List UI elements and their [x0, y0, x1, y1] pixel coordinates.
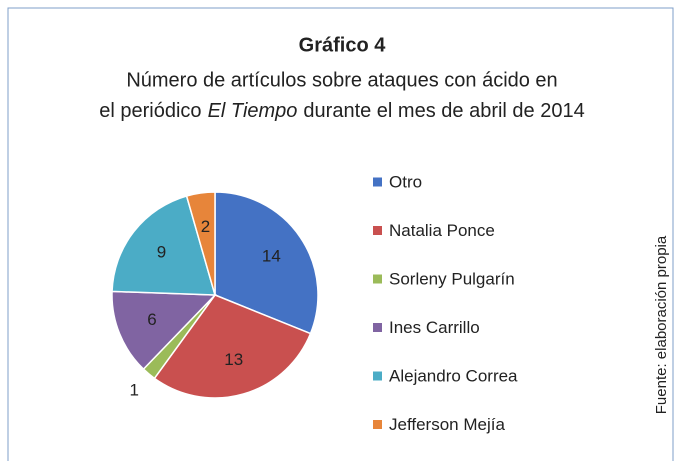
subtitle-part: el periódico — [99, 100, 201, 122]
chart-subtitle: Número de artículos sobre ataques con ác… — [126, 69, 557, 91]
pie-slice — [111, 290, 217, 371]
legend-label: Ines Carrillo — [389, 318, 480, 337]
data-label: 13 — [224, 350, 243, 369]
data-label: 14 — [262, 246, 281, 265]
legend-swatch — [373, 226, 382, 235]
source-note: Fuente: elaboración propia — [653, 235, 670, 414]
data-label: 2 — [201, 217, 210, 236]
data-label: 6 — [147, 310, 156, 329]
legend-label: Natalia Ponce — [389, 221, 495, 240]
data-label: 1 — [129, 381, 138, 400]
legend-label: Alejandro Correa — [389, 366, 518, 385]
data-label: 9 — [157, 243, 166, 262]
chart-frame — [7, 7, 674, 461]
legend-swatch — [373, 323, 382, 332]
legend-label: Otro — [389, 172, 422, 191]
pie-slice — [214, 191, 319, 335]
pie-slice — [153, 294, 312, 399]
pie-slice — [111, 195, 217, 296]
legend-swatch — [373, 274, 382, 284]
chart-title: Gráfico 4 — [299, 34, 387, 56]
subtitle-part: El Tiempo — [208, 100, 298, 122]
chart-subtitle: el periódico El Tiempo durante el mes de a… — [99, 100, 584, 122]
legend-swatch — [373, 420, 382, 429]
pie-slice — [185, 191, 216, 296]
legend-swatch — [373, 371, 382, 381]
legend-label: Sorleny Pulgarín — [389, 269, 515, 288]
subtitle-part: durante el mes de abril de 2014 — [303, 100, 584, 122]
legend-label: Jefferson Mejía — [389, 415, 505, 434]
legend-swatch — [373, 177, 382, 187]
